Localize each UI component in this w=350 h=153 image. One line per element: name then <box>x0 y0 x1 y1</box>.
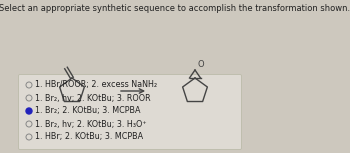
Text: 1. Br₂, hv; 2. KOtBu; 3. ROOR: 1. Br₂, hv; 2. KOtBu; 3. ROOR <box>35 93 150 103</box>
Circle shape <box>26 108 32 114</box>
Text: 1. Br₂, hv; 2. KOtBu; 3. H₃O⁺: 1. Br₂, hv; 2. KOtBu; 3. H₃O⁺ <box>35 119 147 129</box>
Text: 1. Br₂; 2. KOtBu; 3. MCPBA: 1. Br₂; 2. KOtBu; 3. MCPBA <box>35 106 140 116</box>
Text: Select an appropriate synthetic sequence to accomplish the transformation shown.: Select an appropriate synthetic sequence… <box>0 4 350 13</box>
FancyBboxPatch shape <box>19 75 241 149</box>
Text: 1. HBr/ROOR; 2. excess NaNH₂: 1. HBr/ROOR; 2. excess NaNH₂ <box>35 80 157 90</box>
Text: O: O <box>197 60 204 69</box>
Text: 1. HBr; 2. KOtBu; 3. MCPBA: 1. HBr; 2. KOtBu; 3. MCPBA <box>35 132 143 142</box>
